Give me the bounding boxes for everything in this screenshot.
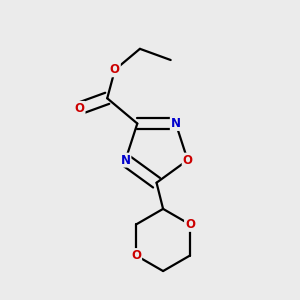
Text: O: O — [185, 218, 195, 231]
Text: N: N — [171, 117, 181, 130]
Text: O: O — [75, 102, 85, 115]
Text: O: O — [183, 154, 193, 166]
Text: O: O — [131, 249, 141, 262]
Text: N: N — [120, 154, 130, 166]
Text: O: O — [110, 63, 120, 76]
